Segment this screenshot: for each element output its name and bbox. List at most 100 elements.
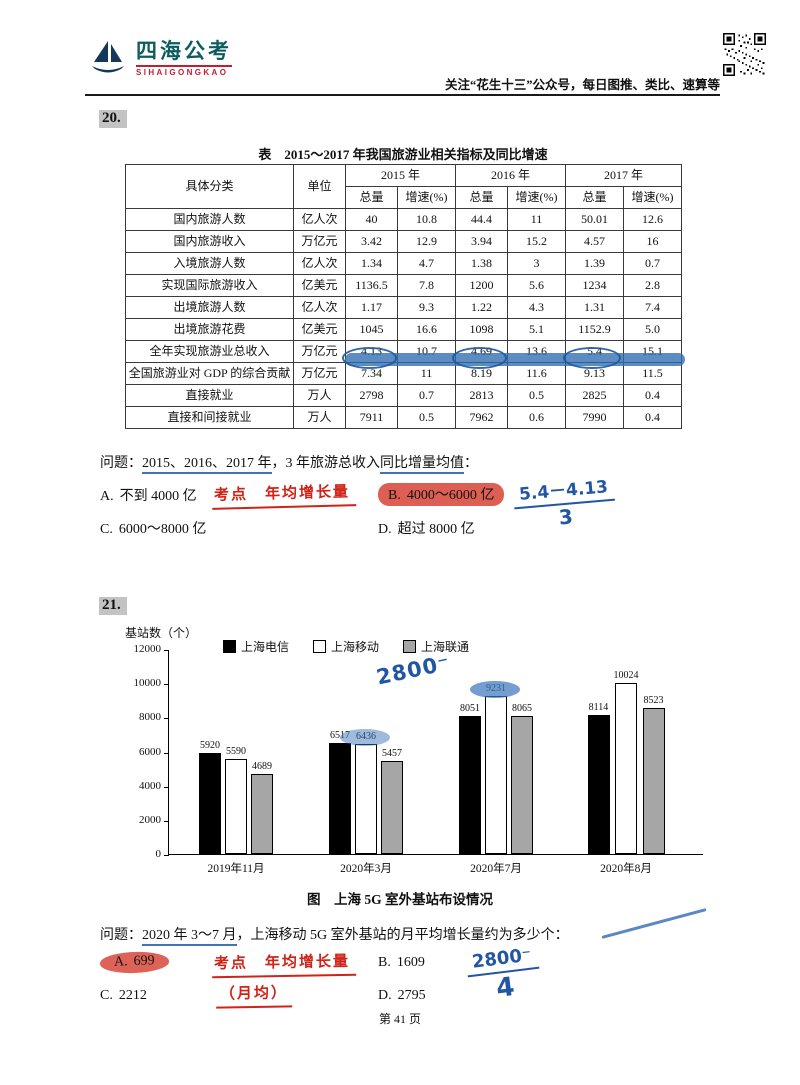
column-header: 增速(%): [396, 186, 457, 209]
unit-cell: 亿美元: [293, 274, 346, 297]
legend-item: 上海联通: [403, 638, 469, 655]
table-cell: 1.31: [565, 296, 625, 319]
table-cell: 7.8: [396, 274, 457, 297]
page-footer: 第 41 页: [378, 1012, 421, 1026]
table-cell: 1.17: [345, 296, 398, 319]
row-label: 出境旅游人数: [125, 296, 294, 319]
table-cell: 5.0: [623, 318, 683, 341]
table-row: 出境旅游人数 亿人次 1.17 9.3 1.22 4.3 1.31 7.4: [125, 296, 683, 319]
qr-code-icon: [723, 33, 766, 76]
chart-plot: 0 2000 4000 6000 8000 10000 12000 5920 5590 4689 2…: [134, 643, 703, 875]
row-label: 出境旅游花费: [125, 318, 294, 341]
bar-group: 5920 5590 4689: [191, 741, 281, 854]
bar-column: 6436: [355, 732, 377, 854]
table-cell: 2.8: [623, 274, 683, 297]
bar-column: 5920: [199, 741, 221, 854]
legend-label: 上海电信: [241, 640, 290, 654]
table-title: 表 2015～2017 年我国旅游业相关指标及同比增速: [258, 147, 548, 162]
bar-上海移动: [355, 744, 377, 854]
table-cell: 1.39: [565, 252, 625, 275]
table-cell: 11.5: [623, 362, 683, 385]
bar-column: 10024: [614, 671, 639, 854]
table-cell: 1.34: [345, 252, 398, 275]
bar-group: 8051 9231 8065: [451, 684, 541, 854]
unit-cell: 亿美元: [293, 318, 346, 341]
y-tick-label: 2000: [139, 813, 161, 826]
table-cell: 7.34: [345, 362, 398, 385]
table-cell: 4.7: [396, 252, 457, 275]
legend-item: 上海电信: [223, 638, 289, 655]
pen-stroke: [601, 908, 707, 939]
q20-option-b: B. 4000～6000 亿: [378, 483, 505, 506]
brand-logo: 四海公考 SIHAIGONGKAO: [88, 38, 232, 78]
bar-上海移动: [615, 683, 637, 854]
keypoint-note-red: 考点 年均增长量: [211, 949, 357, 979]
table-row: 出境旅游花费 亿美元 1045 16.6 1098 5.1 1152.9 5.0: [125, 318, 683, 341]
bar-value-label: 4689: [252, 761, 272, 772]
y-tick-mark: [164, 786, 169, 788]
bar-group: 8114 10024 8523: [581, 671, 671, 854]
bar-value-label: 9231: [486, 683, 506, 694]
option-label: A.: [100, 489, 114, 504]
bar-上海电信: [199, 753, 221, 854]
table-row: 国内旅游收入 万亿元 3.42 12.9 3.94 15.2 4.57 16: [125, 230, 683, 253]
table-wrap: 具体分类 单位 2015 年 2016 年 2017 年总量 增速(%) 总量 增速(%) 总量…: [125, 164, 685, 429]
table-cell: 15.1: [623, 340, 683, 363]
bar-value-label: 8114: [588, 702, 609, 713]
table-cell: 7990: [565, 406, 625, 429]
option-label: A.: [113, 954, 128, 970]
table-cell: 50.01: [565, 208, 625, 231]
unit-cell: 亿人次: [293, 252, 346, 275]
column-header: 总量: [345, 186, 398, 209]
y-tick-label: 12000: [133, 643, 162, 655]
option-label: B.: [388, 488, 401, 503]
table-cell: 0.6: [507, 406, 567, 429]
answer-highlight-marker: A. 699: [99, 950, 169, 975]
table-cell: 40: [345, 208, 398, 231]
bar-value-label: 10024: [613, 670, 639, 681]
unit-cell: 万亿元: [293, 362, 346, 385]
y-tick-label: 0: [155, 848, 162, 860]
table-row: 实现国际旅游收入 亿美元 1136.5 7.8 1200 5.6 1234 2.8: [125, 274, 683, 297]
option-text: 4000～6000 亿: [406, 488, 495, 503]
bar-value-label: 6517: [330, 730, 350, 741]
x-category-label: 2019年11月: [207, 863, 265, 875]
unit-cell: 亿人次: [293, 208, 346, 231]
row-label: 实现国际旅游收入: [125, 274, 294, 297]
table-cell: 1136.5: [345, 274, 398, 297]
table-cell: 5.6: [507, 274, 567, 297]
bar-上海移动: [225, 759, 247, 854]
table-cell: 5.4: [565, 340, 625, 363]
table-cell: 11: [507, 208, 567, 231]
table-cell: 13.6: [507, 340, 567, 363]
chart-legend: 上海电信 上海移动 上海联通: [223, 638, 469, 655]
bar-上海电信: [329, 743, 351, 854]
y-tick-mark: [164, 820, 169, 822]
column-header: 单位: [293, 164, 346, 209]
table-cell: 2798: [345, 384, 398, 407]
y-tick-label: 8000: [139, 711, 161, 724]
table-cell: 16: [623, 230, 683, 253]
table-cell: 0.5: [396, 406, 457, 429]
option-label: C.: [100, 988, 113, 1003]
unit-cell: 万人: [293, 406, 346, 429]
chart-y-axis-title: 基站数（个）: [125, 626, 198, 640]
pen-underline: 2015、2016、2017 年: [142, 456, 272, 474]
bar-column: 5457: [381, 749, 403, 854]
column-header: 增速(%): [507, 186, 567, 209]
table-cell: 1200: [455, 274, 509, 297]
bar-上海移动: [485, 696, 507, 854]
table-cell: 12.6: [623, 208, 683, 231]
y-tick-label: 4000: [139, 779, 161, 792]
bar-column: 5590: [225, 747, 247, 854]
table-cell: 2825: [565, 384, 625, 407]
column-header-year: 2017 年: [565, 164, 683, 187]
table-cell: 9.13: [565, 362, 625, 385]
row-label: 全年实现旅游业总收入: [125, 340, 294, 363]
bar-value-label: 5457: [382, 748, 402, 759]
pen-underline: 2020 年 3～7 月: [142, 928, 237, 946]
q21-option-d: D. 2795: [378, 988, 426, 1004]
table-cell: 7911: [345, 406, 398, 429]
chart-title: 图 上海 5G 室外基站布设情况: [306, 892, 493, 907]
